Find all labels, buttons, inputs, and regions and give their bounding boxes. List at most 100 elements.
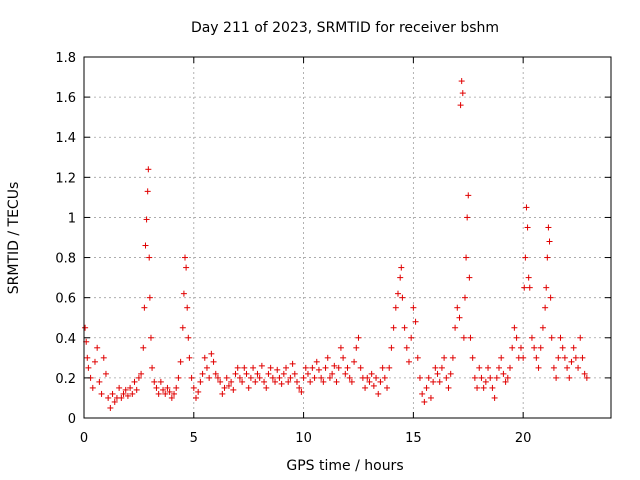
data-point bbox=[467, 334, 474, 341]
data-point bbox=[245, 384, 252, 391]
data-point bbox=[228, 378, 235, 385]
data-point bbox=[127, 384, 134, 391]
data-point bbox=[474, 384, 481, 391]
data-point bbox=[212, 370, 219, 377]
data-point bbox=[458, 78, 465, 85]
data-point bbox=[105, 394, 112, 401]
data-point bbox=[217, 378, 224, 385]
data-point bbox=[287, 374, 294, 381]
data-point bbox=[537, 344, 544, 351]
data-point bbox=[157, 378, 164, 385]
data-point bbox=[416, 374, 423, 381]
data-point bbox=[355, 334, 362, 341]
data-point bbox=[304, 370, 311, 377]
y-tick-label: 1 bbox=[68, 211, 76, 226]
data-point bbox=[434, 370, 441, 377]
data-point bbox=[491, 394, 498, 401]
data-point bbox=[147, 334, 154, 341]
data-point bbox=[471, 374, 478, 381]
data-point bbox=[533, 354, 540, 361]
data-point bbox=[221, 384, 228, 391]
data-point bbox=[353, 344, 360, 351]
data-point bbox=[421, 398, 428, 405]
data-point bbox=[566, 374, 573, 381]
data-point bbox=[263, 384, 270, 391]
data-point bbox=[278, 380, 285, 387]
data-point bbox=[280, 370, 287, 377]
data-point bbox=[201, 354, 208, 361]
data-point bbox=[293, 378, 300, 385]
data-point bbox=[230, 386, 237, 393]
data-point bbox=[405, 358, 412, 365]
data-point bbox=[149, 364, 156, 371]
data-point bbox=[454, 304, 461, 311]
data-point bbox=[506, 364, 513, 371]
data-point bbox=[85, 364, 92, 371]
data-point bbox=[179, 324, 186, 331]
data-point bbox=[91, 358, 98, 365]
data-point bbox=[583, 374, 590, 381]
data-point bbox=[131, 378, 138, 385]
data-point bbox=[243, 370, 250, 377]
data-point bbox=[392, 304, 399, 311]
data-point bbox=[543, 284, 550, 291]
y-axis-label: SRMTID / TECUs bbox=[6, 182, 22, 295]
data-point bbox=[309, 364, 316, 371]
data-point bbox=[313, 358, 320, 365]
x-tick-label: 15 bbox=[405, 431, 422, 446]
data-point bbox=[291, 370, 298, 377]
data-point bbox=[177, 358, 184, 365]
data-point bbox=[545, 224, 552, 231]
data-point bbox=[185, 334, 192, 341]
data-point bbox=[459, 90, 466, 97]
data-point bbox=[337, 344, 344, 351]
data-point bbox=[539, 324, 546, 331]
data-point bbox=[550, 364, 557, 371]
data-point bbox=[208, 350, 215, 357]
y-tick-label: 0 bbox=[68, 412, 76, 427]
data-point bbox=[579, 354, 586, 361]
y-tick-label: 0.4 bbox=[55, 332, 76, 347]
data-point bbox=[111, 398, 118, 405]
data-point bbox=[399, 294, 406, 301]
data-point bbox=[466, 274, 473, 281]
data-point bbox=[223, 374, 230, 381]
data-point bbox=[241, 364, 248, 371]
data-point bbox=[247, 374, 254, 381]
data-point bbox=[397, 274, 404, 281]
data-point bbox=[166, 388, 173, 395]
data-point bbox=[445, 384, 452, 391]
data-point bbox=[489, 384, 496, 391]
data-point bbox=[568, 358, 575, 365]
y-tick-label: 1.4 bbox=[55, 131, 76, 146]
data-point bbox=[180, 290, 187, 297]
data-point bbox=[183, 264, 190, 271]
data-point bbox=[162, 390, 169, 397]
data-point bbox=[425, 374, 432, 381]
data-point bbox=[302, 364, 309, 371]
data-point bbox=[575, 364, 582, 371]
data-point bbox=[320, 378, 327, 385]
data-point bbox=[581, 370, 588, 377]
x-tick-label: 10 bbox=[295, 431, 312, 446]
data-point bbox=[452, 324, 459, 331]
data-point bbox=[476, 364, 483, 371]
data-point bbox=[340, 354, 347, 361]
data-point bbox=[357, 364, 364, 371]
data-point bbox=[94, 344, 101, 351]
data-point bbox=[252, 378, 259, 385]
data-point bbox=[109, 390, 116, 397]
data-point bbox=[414, 354, 421, 361]
data-point bbox=[525, 274, 532, 281]
data-point bbox=[430, 378, 437, 385]
data-point bbox=[203, 364, 210, 371]
data-point bbox=[210, 358, 217, 365]
x-tick-label: 20 bbox=[515, 431, 532, 446]
data-point bbox=[267, 364, 274, 371]
data-point bbox=[171, 390, 178, 397]
data-point bbox=[153, 384, 160, 391]
data-point bbox=[143, 216, 150, 223]
x-tick-label: 5 bbox=[190, 431, 198, 446]
data-point bbox=[190, 384, 197, 391]
